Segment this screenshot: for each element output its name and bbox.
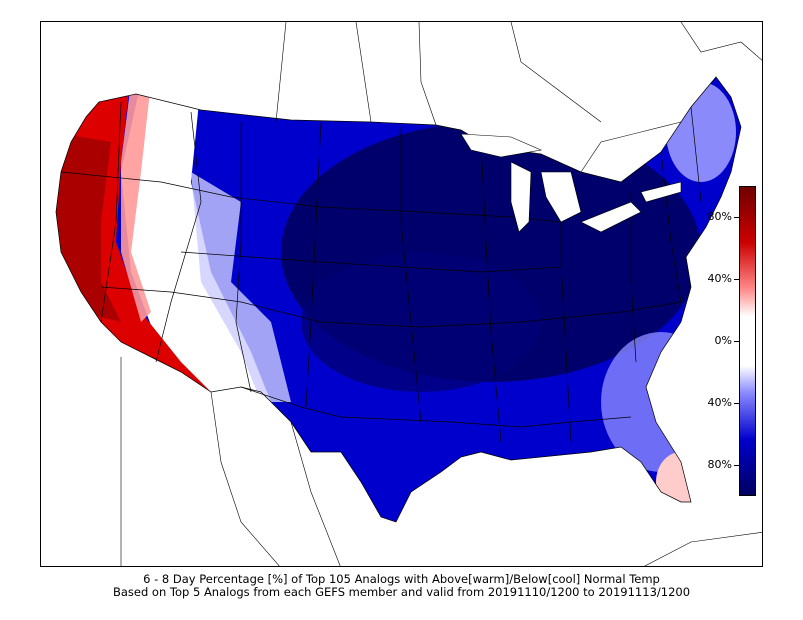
caption-line-2: Based on Top 5 Analogs from each GEFS me… — [112, 585, 691, 599]
colorbar-tick-label: 40% — [707, 396, 732, 409]
temperature-field — [56, 77, 741, 522]
analog-map — [55, 22, 762, 566]
colorbar-tick — [734, 217, 739, 218]
colorbar-tick-label: 80% — [707, 458, 732, 471]
colorbar-tick-label: 40% — [707, 272, 732, 285]
colorbar — [739, 186, 756, 496]
caption-line-1: 6 - 8 Day Percentage [%] of Top 105 Anal… — [143, 572, 660, 586]
colorbar-tick-label: 80% — [707, 210, 732, 223]
colorbar-tick — [734, 403, 739, 404]
colorbar-tick — [734, 465, 739, 466]
colorbar-tick — [734, 341, 739, 342]
caption: 6 - 8 Day Percentage [%] of Top 105 Anal… — [0, 573, 803, 599]
colorbar-tick-label: 0% — [714, 334, 732, 347]
neighbor-boundaries — [120, 22, 762, 566]
colorbar-gradient — [740, 187, 755, 495]
colorbar-tick — [734, 279, 739, 280]
great-lakes — [460, 133, 682, 233]
map-panel — [40, 21, 763, 567]
